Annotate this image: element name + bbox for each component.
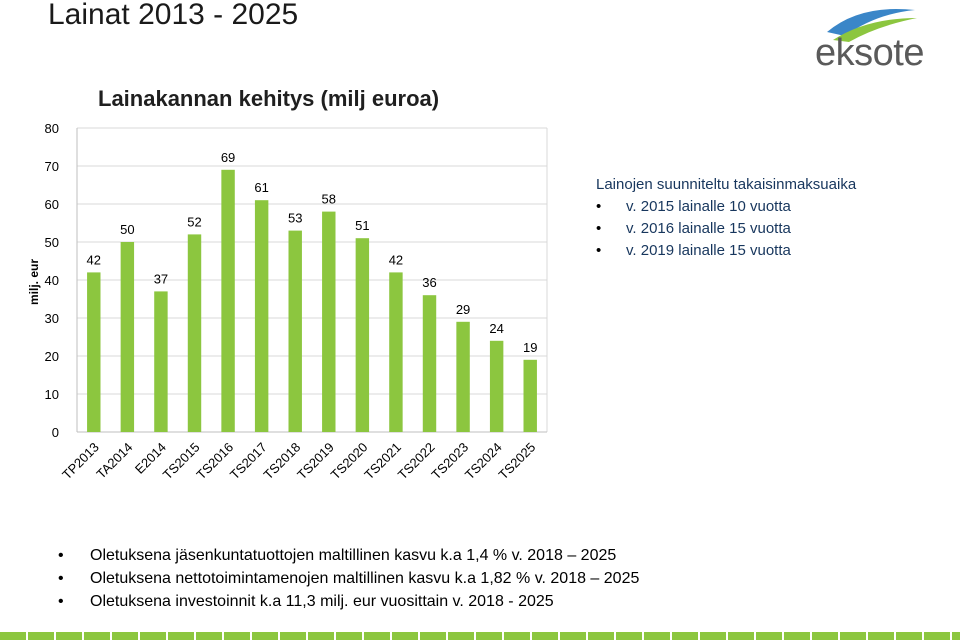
data-label: 19	[523, 340, 537, 355]
bar	[221, 169, 235, 433]
bar	[489, 340, 504, 432]
assumptions-list: Oletuksena jäsenkuntatuottojen maltillin…	[58, 544, 639, 613]
bar	[154, 291, 168, 432]
x-tick-label: TA2014	[93, 440, 135, 482]
assumption-item: Oletuksena jäsenkuntatuottojen maltillin…	[58, 544, 639, 567]
y-tick-label: 80	[45, 121, 59, 136]
x-tick-label: TS2025	[496, 440, 539, 483]
bars	[87, 169, 537, 433]
y-tick-labels: 0 10 20 30 40 50 60 70 80	[45, 121, 59, 440]
bar	[523, 359, 537, 432]
data-label: 37	[154, 271, 168, 286]
y-tick-label: 10	[45, 387, 59, 402]
data-label: 61	[254, 180, 268, 195]
grid-lines	[76, 127, 548, 433]
x-tick-label: TP2013	[59, 440, 102, 483]
y-tick-label: 70	[45, 159, 59, 174]
page-title: Lainat 2013 - 2025	[48, 0, 299, 31]
bar	[288, 230, 302, 432]
data-label: 36	[422, 275, 436, 290]
bar	[456, 321, 470, 432]
data-labels: 42 50 37 52 69 61 53 58 51 42 36 29 24 19	[87, 150, 538, 355]
assumption-item: Oletuksena investoinnit k.a 11,3 milj. e…	[58, 590, 639, 613]
assumption-item: Oletuksena nettotoimintamenojen maltilli…	[58, 567, 639, 590]
x-tick-labels: TP2013TA2014E2014TS2015TS2016TS2017TS201…	[59, 440, 538, 483]
y-axis-label: milj. eur	[27, 259, 41, 305]
repayment-notes: Lainojen suunniteltu takaisinmaksuaika v…	[596, 174, 856, 262]
y-tick-label: 50	[45, 235, 59, 250]
data-label: 50	[120, 222, 134, 237]
bar	[355, 238, 370, 432]
note-item: v. 2016 lainalle 15 vuotta	[596, 218, 856, 240]
y-tick-label: 20	[45, 349, 59, 364]
note-item: v. 2019 lainalle 15 vuotta	[596, 240, 856, 262]
data-label: 24	[489, 321, 503, 336]
bar	[87, 272, 101, 432]
y-tick-label: 30	[45, 311, 59, 326]
bar	[187, 234, 202, 432]
bar	[254, 200, 269, 432]
chart-title: Lainakannan kehitys (milj euroa)	[98, 86, 439, 111]
footer-bar	[0, 632, 960, 640]
notes-heading: Lainojen suunniteltu takaisinmaksuaika	[596, 176, 857, 193]
data-label: 42	[389, 252, 403, 267]
y-tick-label: 0	[52, 425, 59, 440]
y-tick-label: 60	[45, 197, 59, 212]
data-label: 29	[456, 302, 470, 317]
data-label: 69	[221, 150, 235, 165]
data-label: 53	[288, 211, 302, 226]
bar	[322, 211, 336, 432]
logo-swoosh-icon	[827, 8, 917, 42]
note-item: v. 2015 lainalle 10 vuotta	[596, 196, 856, 218]
data-label: 42	[87, 252, 101, 267]
data-label: 51	[355, 218, 369, 233]
bar	[422, 295, 437, 432]
y-tick-label: 40	[45, 273, 59, 288]
eksote-logo: eksote	[805, 2, 925, 74]
bar	[120, 242, 135, 432]
data-label: 58	[322, 192, 336, 207]
data-label: 52	[187, 214, 201, 229]
loan-bar-chart: Lainakannan kehitys (milj euroa) milj. e…	[27, 86, 548, 483]
notes-list: v. 2015 lainalle 10 vuotta v. 2016 laina…	[596, 196, 856, 262]
logo-text: eksote	[815, 32, 924, 74]
bar	[389, 272, 403, 432]
